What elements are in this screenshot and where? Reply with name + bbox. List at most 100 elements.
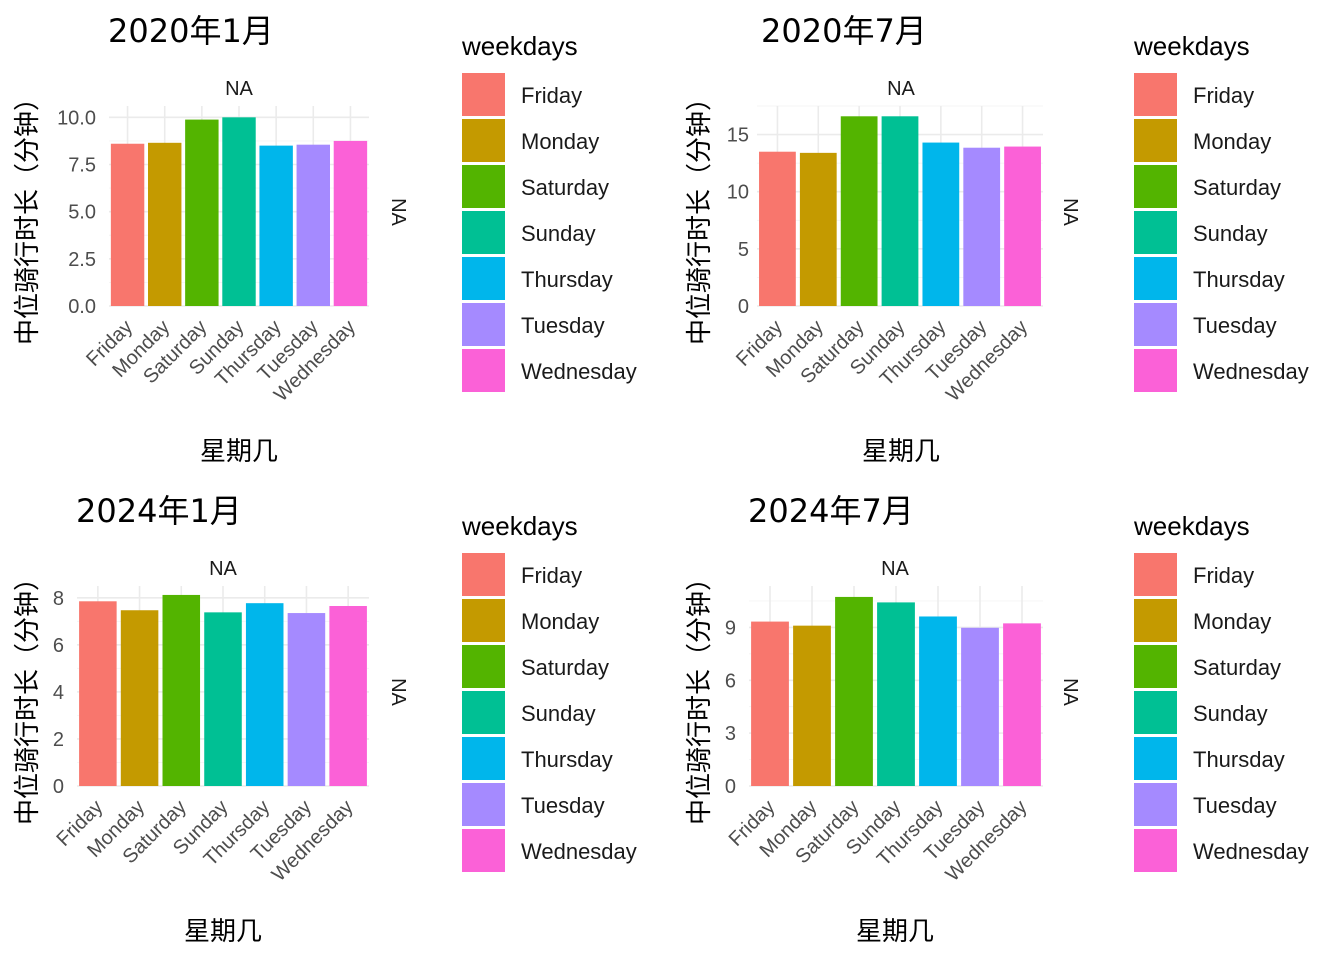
legend-key-saturday [462,165,505,208]
y-tick-label: 0.0 [68,296,96,318]
legend-label: Saturday [521,655,609,680]
bars [79,594,367,786]
bar-tuesday [963,147,1001,306]
legend-key-sunday [1134,691,1177,734]
legend: weekdays Friday Monday Saturday Sunday Thursd… [1133,511,1309,872]
legend-item-monday: Monday [462,119,599,162]
legend-item-sunday: Sunday [462,691,596,734]
legend-label: Friday [521,563,582,588]
legend-label: Tuesday [1193,313,1277,338]
legend-label: Sunday [1193,701,1268,726]
legend-item-friday: Friday [1134,553,1254,596]
y-axis-label: 中位骑行时长（分钟） [13,565,43,825]
bar-monday [148,142,182,306]
legend-item-wednesday: Wednesday [462,829,637,872]
legend-key-saturday [1134,645,1177,688]
legend-label: Saturday [521,175,609,200]
legend-key-tuesday [1134,303,1177,346]
y-axis-label: 中位骑行时长（分钟） [685,85,715,345]
legend-item-sunday: Sunday [462,211,596,254]
bar-tuesday [287,613,326,786]
y-tick-label: 5 [738,239,749,261]
legend-label: Monday [1193,609,1271,634]
chart-title: 2024年7月 [748,492,914,530]
bar-wednesday [1004,146,1041,306]
y-tick-label: 10 [727,182,749,204]
y-tick-label: 4 [53,682,64,704]
bar-thursday [259,145,293,306]
bar-saturday [162,594,201,786]
bar-sunday [881,116,919,306]
facet-strip-right: NA [1059,678,1081,706]
y-axis-label: 中位骑行时长（分钟） [13,85,43,345]
legend-title: weekdays [1133,31,1250,61]
legend-label: Wednesday [521,359,637,384]
legend-key-thursday [462,257,505,300]
legend-key-saturday [1134,165,1177,208]
legend-key-friday [1134,73,1177,116]
y-tick-label: 5.0 [68,202,96,224]
y-tick-label: 0 [725,776,736,798]
bar-tuesday [961,627,999,786]
legend-key-sunday [462,211,505,254]
legend-key-wednesday [1134,829,1177,872]
y-tick-label: 0 [738,296,749,318]
legend-item-tuesday: Tuesday [1134,303,1277,346]
bar-saturday [840,116,878,306]
chart-title: 2020年7月 [761,12,927,50]
bar-wednesday [1003,623,1041,786]
facet-strip-right: NA [387,678,409,706]
legend-label: Monday [521,129,599,154]
legend-item-tuesday: Tuesday [462,303,605,346]
bar-friday [79,601,117,786]
bar-monday [793,625,831,786]
y-axis-label: 中位骑行时长（分钟） [685,565,715,825]
legend-key-friday [1134,553,1177,596]
y-tick-label: 7.5 [68,154,96,176]
legend-key-thursday [1134,737,1177,780]
bar-saturday [185,119,219,306]
facet-strip-top: NA [209,558,237,580]
bars [751,596,1041,786]
legend-label: Tuesday [521,793,605,818]
bar-thursday [245,603,284,786]
legend-key-monday [462,119,505,162]
legend-item-tuesday: Tuesday [1134,783,1277,826]
facet-strip-top: NA [887,78,915,100]
bar-monday [799,152,837,306]
bar-sunday [204,612,242,786]
legend-item-friday: Friday [462,73,582,116]
x-axis-label: 星期几 [856,917,934,947]
y-tick-label: 2 [53,729,64,751]
legend-key-sunday [1134,211,1177,254]
chart-title: 2024年1月 [76,492,242,530]
bar-sunday [877,602,915,786]
legend-key-thursday [1134,257,1177,300]
legend-label: Friday [1193,83,1254,108]
legend: weekdays Friday Monday Saturday Sunday Thursd… [461,31,637,392]
legend: weekdays Friday Monday Saturday Sunday Thursd… [461,511,637,872]
legend-item-monday: Monday [1134,119,1271,162]
bar-friday [110,143,145,306]
legend-item-thursday: Thursday [462,737,613,780]
legend-item-saturday: Saturday [462,645,609,688]
legend-label: Friday [521,83,582,108]
legend-key-friday [462,73,505,116]
legend-item-sunday: Sunday [1134,211,1268,254]
legend-item-sunday: Sunday [1134,691,1268,734]
legend-key-tuesday [1134,783,1177,826]
legend-key-monday [1134,119,1177,162]
y-tick-label: 3 [725,723,736,745]
bar-thursday [919,616,957,786]
legend-label: Saturday [1193,175,1281,200]
legend-label: Thursday [1193,747,1285,772]
legend-label: Wednesday [521,839,637,864]
legend-key-tuesday [462,783,505,826]
legend-title: weekdays [1133,511,1250,541]
legend-item-monday: Monday [1134,599,1271,642]
legend-item-monday: Monday [462,599,599,642]
y-tick-label: 8 [53,588,64,610]
y-tick-label: 10.0 [57,107,96,129]
legend-title: weekdays [461,511,578,541]
legend-label: Sunday [1193,221,1268,246]
